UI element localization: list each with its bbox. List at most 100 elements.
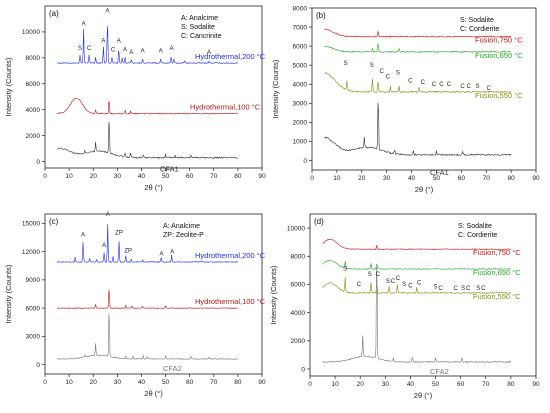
peak-label: S bbox=[343, 266, 347, 272]
x-tick-label: 70 bbox=[210, 173, 218, 180]
series-line bbox=[322, 277, 512, 294]
series-line bbox=[322, 259, 512, 270]
series-label: CFA1 bbox=[430, 168, 449, 177]
peak-label: S bbox=[476, 84, 480, 90]
x-axis-label: 2θ (°) bbox=[414, 391, 433, 400]
peak-label: C bbox=[466, 286, 471, 292]
x-tick-label: 0 bbox=[43, 379, 47, 386]
x-tick-label: 20 bbox=[90, 173, 98, 180]
x-tick-label: 60 bbox=[458, 175, 466, 182]
x-axis-label: 2θ (°) bbox=[415, 185, 434, 194]
panel-label: (c) bbox=[49, 217, 59, 226]
peak-label: C bbox=[432, 82, 437, 88]
peak-label: C bbox=[391, 279, 396, 285]
y-tick-label: 6000 bbox=[26, 81, 41, 88]
peak-label: C bbox=[396, 276, 401, 282]
peak-label: A bbox=[123, 47, 127, 53]
series-label: CFA1 bbox=[160, 165, 179, 174]
y-tick-label: 1000 bbox=[293, 139, 308, 146]
x-tick-label: 0 bbox=[43, 173, 47, 180]
x-tick-label: 20 bbox=[90, 379, 98, 386]
peak-label: A bbox=[81, 233, 85, 239]
plot-frame bbox=[309, 213, 537, 377]
x-tick-label: 10 bbox=[65, 379, 73, 386]
x-tick-label: 0 bbox=[308, 381, 312, 388]
chart-panel-2: 0 10 20 30 40 50 60 70 80 90 0 1000 2000 3000 4000 5000… bbox=[271, 5, 540, 194]
y-tick-label: 0 bbox=[303, 158, 307, 165]
x-tick-label: 90 bbox=[532, 175, 540, 182]
x-tick-label: 40 bbox=[138, 379, 146, 386]
peak-label: S bbox=[370, 63, 374, 69]
series-label: Hydrothermal,200 °C bbox=[195, 52, 266, 61]
y-tick-label: 2000 bbox=[26, 133, 41, 140]
series-label: Hydrothermal,100 °C bbox=[190, 103, 261, 112]
x-tick-label: 60 bbox=[186, 379, 194, 386]
series-label: Fusion,750 °C bbox=[475, 36, 523, 45]
x-tick-label: 50 bbox=[432, 381, 440, 388]
peak-label: C bbox=[447, 82, 452, 88]
y-tick-label: 9000 bbox=[26, 277, 41, 284]
peak-label: C bbox=[439, 82, 444, 88]
x-tick-label: 30 bbox=[114, 173, 122, 180]
series-label: Fusion,550 °C bbox=[473, 292, 521, 301]
peak-label: C bbox=[481, 286, 486, 292]
series-line bbox=[324, 43, 512, 53]
peak-label: A bbox=[207, 50, 211, 56]
peak-label: ZP bbox=[124, 249, 132, 255]
series-line bbox=[56, 313, 238, 360]
y-tick-label: 6000 bbox=[291, 282, 306, 289]
x-tick-label: 50 bbox=[162, 173, 170, 180]
peak-label: A bbox=[105, 8, 109, 14]
y-tick-label: 0 bbox=[301, 366, 305, 373]
series-line bbox=[324, 28, 512, 38]
y-tick-label: 0 bbox=[36, 362, 40, 369]
y-tick-label: 8000 bbox=[291, 254, 306, 261]
x-tick-label: 40 bbox=[138, 173, 146, 180]
series-line bbox=[56, 97, 239, 115]
peak-label: A bbox=[159, 49, 163, 55]
plot-frame bbox=[44, 5, 263, 169]
y-tick-label: 15000 bbox=[22, 221, 40, 228]
peak-label: C bbox=[417, 280, 422, 286]
chart-panel-1: 0 10 20 30 40 50 60 70 80 90 0 2000 4000 6000 8000 1000… bbox=[4, 5, 266, 192]
y-tick-label: 4000 bbox=[291, 310, 306, 317]
peak-label: A bbox=[141, 49, 145, 55]
y-tick-label: 3000 bbox=[293, 101, 308, 108]
peak-label: ZP bbox=[115, 231, 123, 237]
peak-label: A bbox=[170, 250, 174, 256]
x-tick-label: 50 bbox=[433, 175, 441, 182]
legend-entry: S: Sodalite bbox=[458, 223, 492, 230]
peak-label: C bbox=[87, 46, 92, 52]
y-tick-label: 10000 bbox=[22, 29, 40, 36]
series-line bbox=[322, 238, 512, 251]
x-tick-label: 30 bbox=[114, 379, 122, 386]
peak-label: C bbox=[357, 282, 362, 288]
series-label: Hydrothermal,200 °C bbox=[195, 251, 266, 260]
plot-frame bbox=[44, 213, 263, 375]
y-axis-label: Intensity (Counts) bbox=[4, 57, 13, 116]
legend-entry: S: Sodalite bbox=[460, 17, 494, 24]
legend-entry: A: Analcime bbox=[181, 15, 218, 22]
peak-label: C bbox=[460, 84, 465, 90]
peak-label: C bbox=[408, 78, 413, 84]
series-line bbox=[322, 266, 512, 363]
panel-label: (b) bbox=[316, 11, 326, 20]
x-tick-label: 30 bbox=[382, 381, 390, 388]
x-tick-label: 60 bbox=[186, 173, 194, 180]
x-tick-label: 80 bbox=[507, 381, 515, 388]
peak-label: S bbox=[402, 282, 406, 288]
x-tick-label: 20 bbox=[357, 381, 365, 388]
peak-label: C bbox=[421, 80, 426, 86]
y-tick-label: 0 bbox=[36, 159, 40, 166]
y-tick-label: 10000 bbox=[287, 225, 305, 232]
panel-label: (d) bbox=[314, 217, 324, 226]
peak-label: A bbox=[106, 212, 110, 218]
y-axis-label: Intensity (Counts) bbox=[271, 59, 280, 118]
series-label: CFA2 bbox=[430, 367, 449, 376]
peak-label: A bbox=[117, 38, 121, 44]
x-tick-label: 10 bbox=[65, 173, 73, 180]
peak-label: C bbox=[487, 86, 492, 92]
series-line bbox=[56, 224, 239, 263]
series-label: CFA2 bbox=[163, 364, 182, 373]
series-line bbox=[56, 289, 238, 309]
